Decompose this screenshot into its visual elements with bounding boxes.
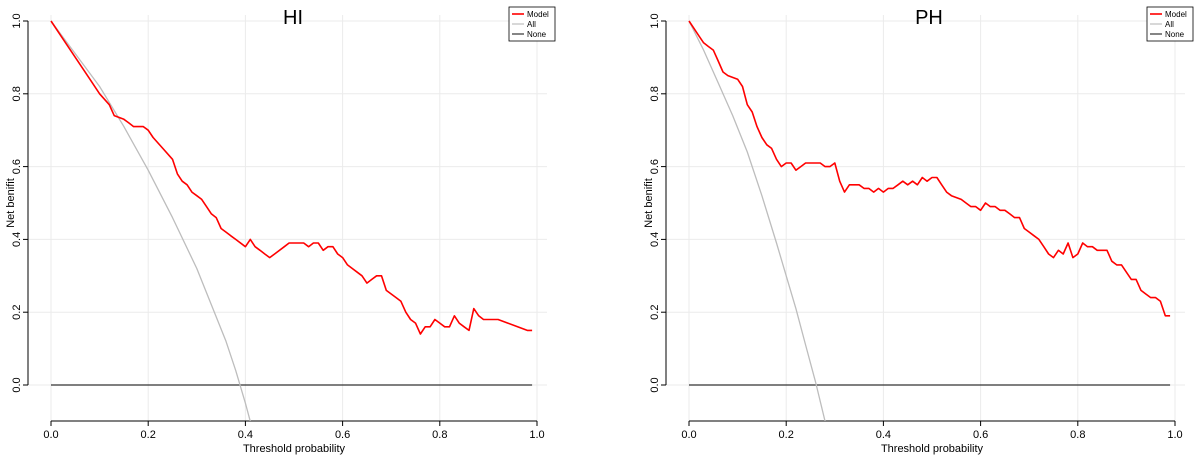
y-tick-label: 0.8: [11, 86, 23, 101]
series-line-all: [50, 20, 251, 421]
y-tick-label: 0.8: [649, 86, 661, 101]
legend-label-model: Model: [1165, 10, 1187, 19]
y-tick-label: 0.2: [649, 305, 661, 320]
chart-panel-hi: 0.0 0.2 0.4 0.6 0.8 1.0 Threshold probability 0…: [5, 6, 556, 455]
y-axis-label: Net benifit: [5, 178, 17, 228]
x-tick-label: 0.4: [876, 429, 891, 441]
y-tick-label: 0.4: [11, 232, 23, 247]
chart-title: PH: [915, 7, 943, 29]
legend-label-none: None: [1165, 30, 1185, 39]
x-tick-label: 0.2: [141, 429, 156, 441]
x-tick-label: 1.0: [529, 429, 544, 441]
y-tick-label: 1.0: [11, 13, 23, 28]
x-tick-label: 0.6: [973, 429, 988, 441]
legend-label-model: Model: [527, 10, 549, 19]
x-tick-label: 0.8: [1070, 429, 1085, 441]
x-tick-label: 0.0: [43, 429, 58, 441]
series-line-all: [688, 20, 826, 421]
y-tick-label: 0.6: [11, 159, 23, 174]
x-tick-label: 0.0: [681, 429, 696, 441]
chart-panel-ph: 0.0 0.2 0.4 0.6 0.8 1.0 Threshold probability 0…: [643, 6, 1194, 455]
y-tick-label: 0.6: [649, 159, 661, 174]
y-tick-label: 0.4: [649, 232, 661, 247]
series-line-model: [688, 20, 1171, 317]
legend-label-none: None: [527, 30, 547, 39]
x-axis-label: Threshold probability: [243, 443, 346, 455]
y-axis-label: Net benifit: [643, 178, 655, 228]
x-tick-label: 0.8: [432, 429, 447, 441]
y-tick-label: 0.2: [11, 305, 23, 320]
x-axis-label: Threshold probability: [881, 443, 984, 455]
x-tick-label: 0.4: [238, 429, 253, 441]
legend-label-all: All: [527, 20, 536, 29]
y-tick-label: 0.0: [11, 377, 23, 392]
chart-title: HI: [283, 7, 303, 29]
series-line-model: [50, 20, 533, 335]
x-tick-label: 0.6: [335, 429, 350, 441]
y-tick-label: 1.0: [649, 13, 661, 28]
x-tick-label: 1.0: [1167, 429, 1182, 441]
y-tick-label: 0.0: [649, 377, 661, 392]
x-tick-label: 0.2: [779, 429, 794, 441]
legend-label-all: All: [1165, 20, 1174, 29]
